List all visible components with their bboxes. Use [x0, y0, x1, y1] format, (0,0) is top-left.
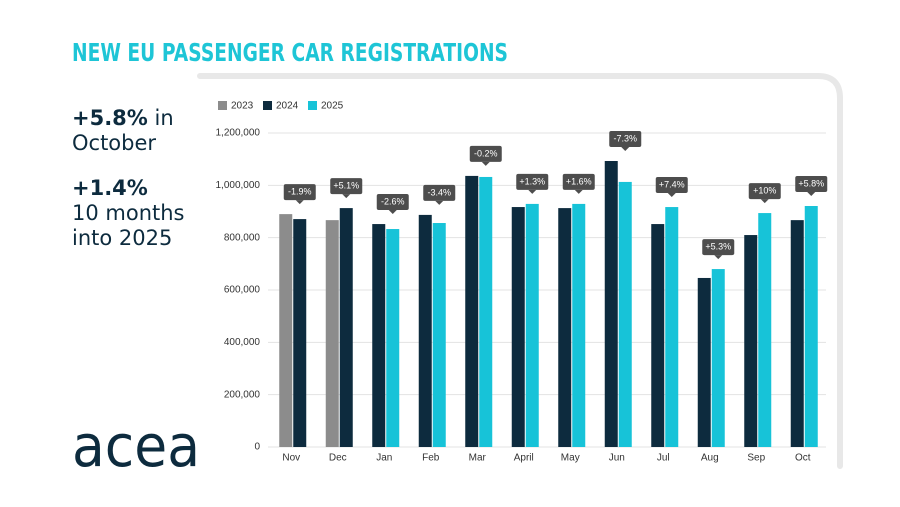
x-tick-label: Dec [329, 453, 347, 464]
note: +5.8% in October [72, 106, 174, 156]
bar [758, 213, 772, 447]
callout-pointer [667, 193, 676, 198]
change-label: +7.4% [659, 179, 685, 189]
bar [665, 207, 679, 447]
change-callout [423, 184, 456, 201]
bar [697, 277, 711, 447]
change-label: -3.4% [427, 187, 451, 197]
y-tick-label: 200,000 [224, 389, 261, 400]
change-label: +1.3% [519, 176, 545, 186]
legend-label: 2024 [276, 101, 299, 112]
bar [651, 224, 665, 447]
change-label: +5.8% [798, 178, 824, 188]
bar [465, 175, 479, 447]
bar [386, 229, 400, 447]
x-tick-label: Oct [795, 453, 811, 464]
bar [804, 206, 818, 447]
change-label: -1.9% [288, 186, 312, 196]
callout-pointer [528, 189, 537, 194]
change-callout [562, 173, 595, 190]
change-callout [330, 178, 363, 195]
bar [325, 220, 339, 447]
callout-pointer [621, 146, 630, 151]
x-tick-label: Sep [747, 453, 765, 464]
change-callout [748, 183, 781, 200]
x-tick-label: Jan [376, 453, 392, 464]
y-tick-label: 600,000 [224, 285, 261, 296]
callout-pointer [481, 161, 490, 166]
bar [479, 176, 493, 447]
callout-pointer [435, 200, 444, 205]
x-tick-label: Jul [657, 453, 670, 464]
x-tick-label: Jun [609, 453, 625, 464]
logo: acea [72, 412, 200, 480]
change-callout [702, 239, 735, 256]
bar [618, 181, 632, 447]
bar [339, 208, 353, 447]
x-tick-label: Feb [422, 453, 440, 464]
x-tick-label: Aug [701, 453, 719, 464]
bar [558, 208, 572, 447]
change-callout [655, 177, 688, 194]
callout-pointer [388, 210, 397, 215]
change-label: -7.3% [613, 133, 637, 143]
legend-label: 2023 [231, 101, 254, 112]
change-label: -2.6% [381, 196, 405, 206]
bar [279, 214, 293, 447]
y-tick-label: 1,200,000 [216, 128, 261, 139]
title: NEW EU PASSENGER CAR REGISTRATIONS [72, 38, 508, 67]
bar [572, 203, 586, 447]
note-figure: +1.4% [72, 176, 148, 200]
note-text: October [72, 131, 157, 155]
bar [790, 220, 804, 447]
change-callout [795, 176, 828, 193]
bar [432, 223, 446, 447]
legend-swatch [218, 101, 227, 110]
x-tick-label: Nov [282, 453, 300, 464]
y-tick-label: 0 [254, 442, 260, 453]
note-text: into 2025 [72, 226, 173, 250]
legend-label: 2025 [321, 101, 344, 112]
change-label: -0.2% [474, 148, 498, 158]
callout-pointer [295, 200, 304, 205]
card-frame [197, 73, 843, 469]
bar [293, 219, 307, 447]
callout-pointer [574, 189, 583, 194]
bar [511, 207, 525, 447]
change-callout [283, 184, 316, 201]
change-callout [469, 145, 502, 162]
bar [418, 214, 432, 447]
change-label: +5.1% [333, 180, 359, 190]
y-tick-label: 800,000 [224, 232, 261, 243]
bar [604, 160, 618, 447]
note-text: 10 months [72, 201, 185, 225]
legend-swatch [308, 101, 317, 110]
change-label: +1.6% [566, 176, 592, 186]
bar [525, 203, 539, 447]
bar [711, 269, 725, 447]
legend-swatch [263, 101, 272, 110]
change-callout [376, 194, 409, 211]
x-tick-label: April [514, 453, 534, 464]
change-callout [609, 130, 642, 147]
note: +1.4% 10 months into 2025 [72, 176, 185, 251]
callout-pointer [760, 199, 769, 204]
y-tick-label: 400,000 [224, 337, 261, 348]
note-text: in [154, 106, 174, 130]
y-tick-label: 1,000,000 [216, 180, 261, 191]
change-label: +5.3% [705, 241, 731, 251]
bar [744, 235, 758, 447]
x-tick-label: May [561, 453, 580, 464]
change-callout [516, 173, 549, 190]
x-tick-label: Mar [469, 453, 487, 464]
note-figure: +5.8% [72, 106, 148, 130]
callout-pointer [807, 192, 816, 197]
callout-pointer [714, 255, 723, 260]
callout-pointer [342, 194, 351, 199]
change-label: +10% [753, 185, 776, 195]
bar [372, 224, 386, 447]
